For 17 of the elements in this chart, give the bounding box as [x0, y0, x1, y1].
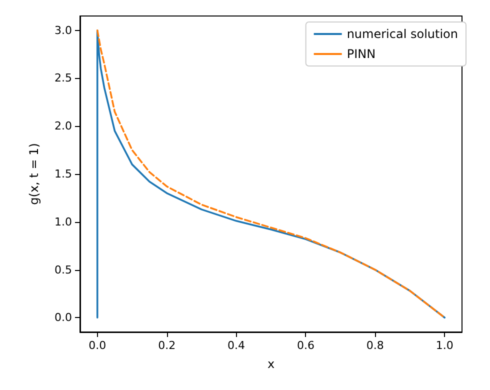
- y-tick-label: 0.5: [54, 263, 72, 276]
- y-tick-label: 1.0: [54, 215, 72, 228]
- y-tick-label: 1.5: [54, 168, 72, 180]
- y-tick-label: 0.0: [54, 311, 72, 324]
- x-tick-label: 0.6: [296, 339, 314, 352]
- y-axis-title: g(x, t = 1): [27, 143, 41, 205]
- legend-label: PINN: [346, 47, 376, 61]
- x-tick-label: 1.0: [436, 339, 454, 352]
- x-tick-label: 0.8: [366, 339, 384, 352]
- x-tick-label: 0.2: [158, 339, 176, 352]
- legend-label: numerical solution: [346, 27, 458, 41]
- x-tick-label: 0.4: [228, 339, 246, 352]
- y-tick-label: 3.0: [54, 24, 72, 37]
- x-axis-title: x: [267, 357, 275, 371]
- y-tick-label: 2.0: [54, 120, 72, 133]
- y-tick-label: 2.5: [54, 72, 72, 85]
- x-tick-label: 0.0: [88, 339, 106, 352]
